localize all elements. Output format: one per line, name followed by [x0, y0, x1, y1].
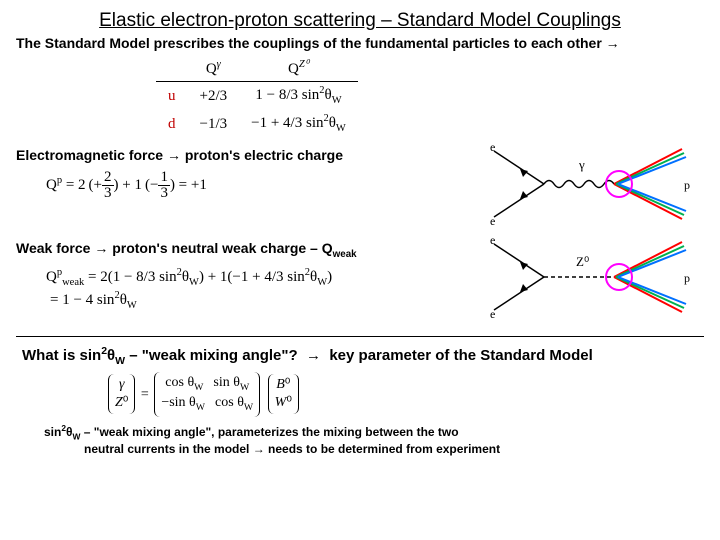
svg-text:p: p — [684, 178, 690, 192]
svg-text:e: e — [490, 214, 495, 228]
row-d-qgamma: −1/3 — [188, 110, 240, 139]
svg-text:Z⁰: Z⁰ — [576, 254, 589, 269]
feynman-diagram-weak: e e Z⁰ p — [484, 232, 694, 322]
svg-text:γ: γ — [578, 157, 585, 172]
em-label: Electromagnetic force → proton's electri… — [16, 147, 484, 164]
feynman-diagram-em: e e γ p — [484, 139, 694, 229]
svg-text:e: e — [490, 233, 495, 247]
coupling-table: Qγ QZ⁰ u +2/3 1 − 8/3 sin2θW d −1/3 −1 +… — [156, 56, 358, 139]
separator — [16, 336, 704, 337]
row-d-qz: −1 + 4/3 sin2θW — [239, 110, 358, 139]
em-formula: Qp = 2 (+23) + 1 (−13) = +1 — [46, 170, 484, 201]
row-u-label: u — [156, 81, 188, 110]
subtitle: The Standard Model prescribes the coupli… — [16, 35, 704, 52]
svg-text:e: e — [490, 307, 495, 321]
question-text: What is sin2θW – "weak mixing angle"? → … — [22, 345, 704, 368]
row-u-qgamma: +2/3 — [188, 81, 240, 110]
col-header-qz: QZ⁰ — [239, 56, 358, 82]
mixing-matrix: γZ⁰ = cos θWsin θW −sin θWcos θW B⁰W⁰ — [106, 372, 704, 417]
svg-text:p: p — [684, 271, 690, 285]
svg-text:e: e — [490, 140, 495, 154]
weak-label: Weak force → proton's neutral weak charg… — [16, 240, 484, 261]
footnote: sin2θW – "weak mixing angle", parameteri… — [44, 423, 704, 457]
col-header-qgamma: Qγ — [188, 56, 240, 82]
row-d-label: d — [156, 110, 188, 139]
row-u-qz: 1 − 8/3 sin2θW — [239, 81, 358, 110]
weak-formula: Qpweak = 2(1 − 8/3 sin2θW) + 1(−1 + 4/3 … — [46, 267, 484, 312]
page-title: Elastic electron-proton scattering – Sta… — [16, 10, 704, 33]
